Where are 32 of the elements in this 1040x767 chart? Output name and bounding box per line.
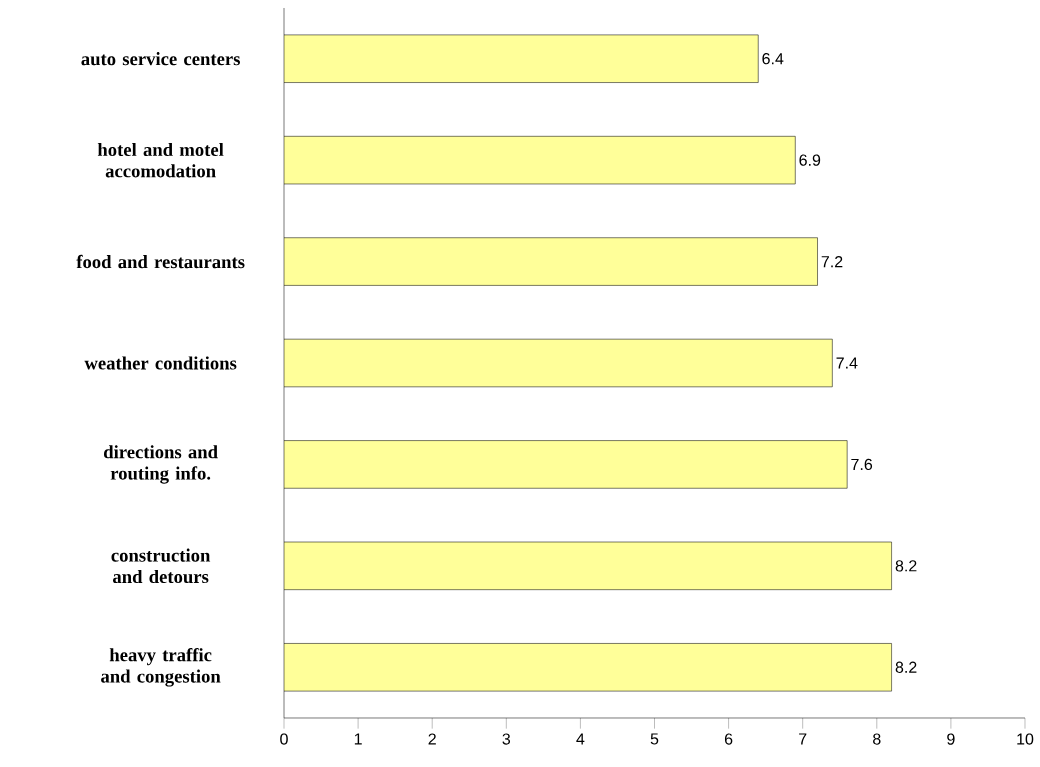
x-tick-label: 6 xyxy=(724,733,733,745)
bar xyxy=(284,440,848,489)
x-tick-label: 0 xyxy=(280,733,288,745)
data-label: 7.2 xyxy=(821,255,843,268)
y-tick-label: heavy traffic and congestion xyxy=(101,647,221,687)
y-tick-label: directions and routing info. xyxy=(103,445,218,484)
x-tick-label: 7 xyxy=(799,733,807,745)
bar xyxy=(284,237,818,286)
bar xyxy=(284,338,833,388)
y-tick-label: auto service centers xyxy=(81,52,240,66)
y-tick-label: weather conditions xyxy=(84,356,237,370)
y-tick-label: hotel and motel accomodation xyxy=(97,142,224,178)
x-tick-label: 1 xyxy=(354,733,362,745)
data-label: 7.4 xyxy=(836,357,858,369)
data-label: 6.4 xyxy=(762,53,784,65)
x-tick-label: 2 xyxy=(428,733,436,745)
data-label: 6.9 xyxy=(799,154,821,166)
bar xyxy=(284,541,892,590)
x-tick-label: 10 xyxy=(1017,733,1034,745)
y-tick-label: construction and detours xyxy=(111,548,211,584)
x-tick-label: 8 xyxy=(873,733,881,745)
bar xyxy=(284,136,796,185)
bar xyxy=(284,643,892,692)
data-label: 7.6 xyxy=(851,458,873,471)
bar xyxy=(284,34,759,83)
x-tick-label: 4 xyxy=(576,733,585,745)
x-tick-label: 5 xyxy=(650,733,659,745)
y-tick-label: food and restaurants xyxy=(76,254,245,269)
data-label: 8.2 xyxy=(895,560,917,572)
x-tick-label: 9 xyxy=(947,733,955,745)
x-tick-label: 3 xyxy=(502,733,511,745)
data-label: 8.2 xyxy=(895,661,917,673)
